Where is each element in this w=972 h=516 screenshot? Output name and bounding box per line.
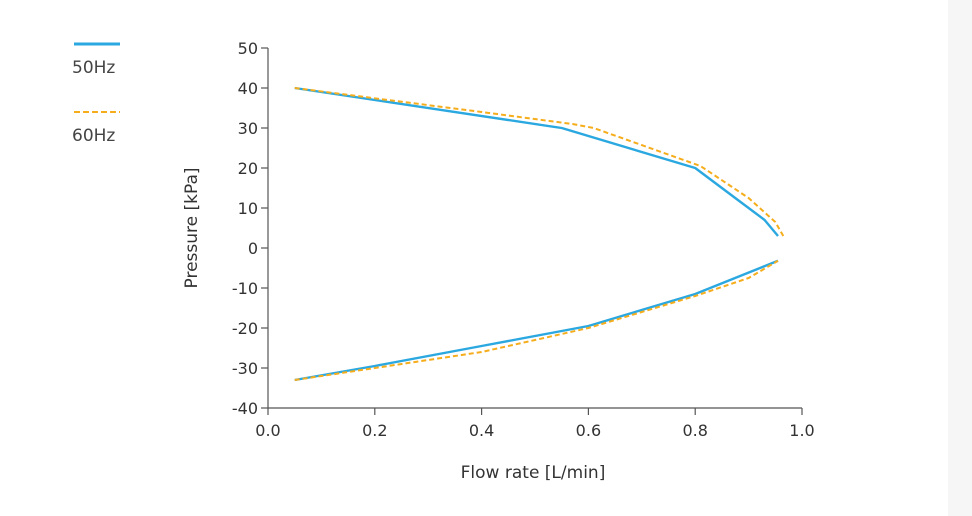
x-tick-label: 0.2	[362, 421, 387, 440]
x-tick-label: 0.4	[469, 421, 494, 440]
x-tick-label: 0.8	[682, 421, 707, 440]
legend-swatch-50hz	[74, 42, 120, 46]
y-tick-label: 50	[238, 39, 258, 58]
y-tick-label: -40	[232, 399, 258, 418]
x-axis-label: Flow rate [L/min]	[461, 463, 606, 483]
y-tick-label: 20	[238, 159, 258, 178]
y-tick-label: 0	[248, 239, 258, 258]
legend-item-60hz: 60Hz	[72, 108, 152, 146]
series-50hz-upper-line	[294, 86, 779, 237]
y-axis-label: Pressure [kPa]	[182, 167, 202, 288]
right-edge-strip	[948, 0, 972, 516]
x-tick-label: 1.0	[789, 421, 814, 440]
y-tick-label: 40	[238, 79, 258, 98]
series-60hz-upper-line	[294, 87, 785, 237]
legend-swatch-60hz	[74, 111, 120, 113]
y-tick-label: -20	[232, 319, 258, 338]
legend-label-60hz: 60Hz	[72, 126, 116, 146]
pressure-flow-chart: 50 40 30 20 10 0 -10 -20 -30 -40 0.0 0.2 0.4 0.6 0.8 1.…	[182, 39, 815, 483]
y-tick-label: 30	[238, 119, 258, 138]
series-50hz-lower-line	[294, 259, 779, 382]
x-tick-label: 0.6	[576, 421, 601, 440]
y-tick-label: 10	[238, 199, 258, 218]
y-tick-label: -30	[232, 359, 258, 378]
x-tick-label: 0.0	[255, 421, 280, 440]
legend-label-50hz: 50Hz	[72, 58, 116, 78]
series-60hz-lower-line	[294, 259, 779, 381]
legend-item-50hz: 50Hz	[72, 40, 152, 78]
y-tick-label: -10	[232, 279, 258, 298]
